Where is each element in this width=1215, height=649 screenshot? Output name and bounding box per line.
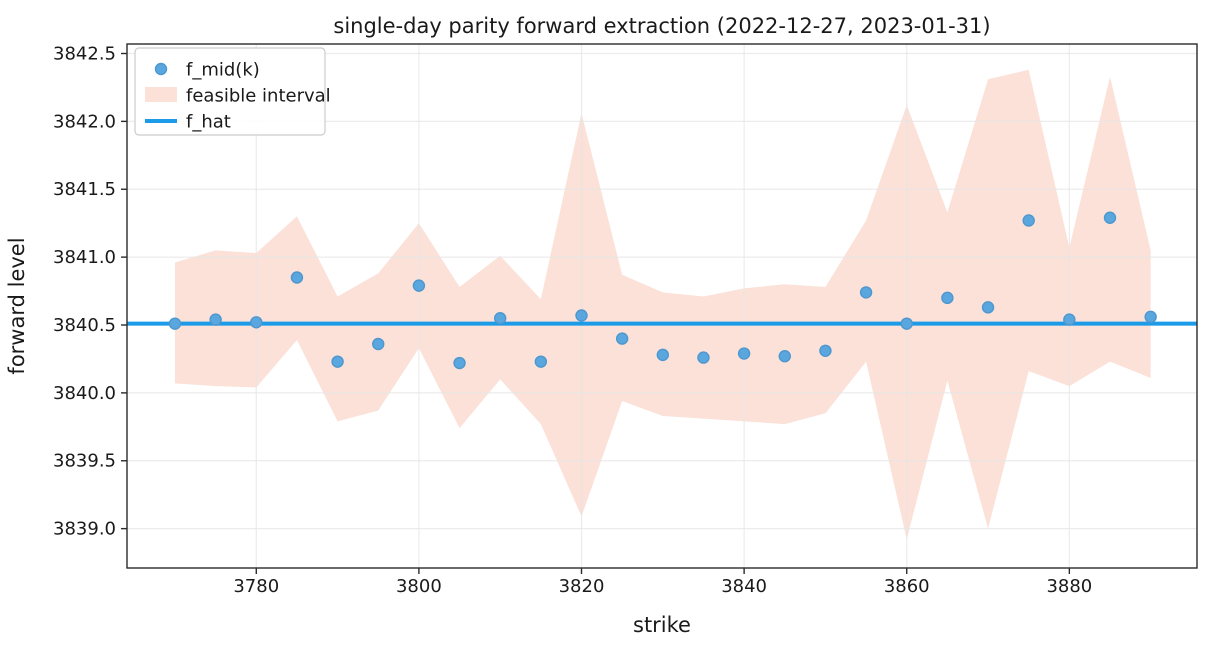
chart-title: single-day parity forward extraction (20… [333, 14, 990, 38]
scatter-point [493, 312, 507, 325]
scatter-point [168, 317, 182, 330]
x-tick-label: 3800 [396, 576, 442, 597]
scatter-point [900, 317, 913, 330]
legend: f_mid(k) feasible interval f_hat [134, 47, 331, 136]
y-tick-label: 3842.0 [53, 111, 116, 132]
scatter-point [1144, 310, 1157, 324]
legend-marker-fmid-icon [154, 62, 168, 76]
y-tick-label: 3841.5 [53, 179, 116, 200]
scatter-point [250, 316, 263, 329]
y-tick-label: 3840.0 [53, 383, 116, 404]
x-tick-label: 3840 [721, 576, 767, 597]
scatter-point [290, 271, 304, 284]
y-axis-label: forward level [5, 237, 29, 374]
y-tick-label: 3839.0 [53, 519, 116, 540]
legend-label-feasible: feasible interval [186, 86, 331, 107]
legend-label-fhat: f_hat [186, 112, 231, 133]
legend-patch-feasible-icon [145, 87, 177, 102]
y-tick-label: 3840.5 [53, 315, 116, 336]
scatter-point [615, 332, 629, 345]
scatter-point [941, 291, 954, 305]
x-tick-label: 3820 [559, 576, 605, 597]
x-axis-label: strike [633, 613, 691, 637]
scatter-points [168, 211, 1157, 370]
scatter-point [453, 356, 466, 370]
scatter-point [534, 355, 548, 368]
feasible-interval-band [174, 69, 1151, 540]
plot-border [126, 43, 1198, 569]
y-tick-label: 3842.5 [53, 43, 116, 64]
band-polygon [174, 69, 1151, 540]
scatter-point [778, 350, 791, 363]
scatter-point [575, 309, 588, 322]
legend-label-fmid: f_mid(k) [186, 60, 260, 81]
x-tick-label: 3880 [1046, 576, 1092, 597]
scatter-point [1022, 214, 1035, 227]
scatter-point [209, 313, 222, 326]
scatter-point [372, 337, 385, 351]
scatter-point [1063, 313, 1076, 326]
scatter-point [819, 344, 832, 357]
legend-box [134, 47, 326, 136]
scatter-point [697, 351, 710, 364]
scatter-point [737, 347, 751, 360]
scatter-point [656, 348, 670, 362]
x-tick-label: 3780 [233, 576, 279, 597]
x-tick-label: 3860 [884, 576, 930, 597]
y-tick-label: 3841.0 [53, 247, 116, 268]
axis-ticks: 3780 3800 3820 3840 3860 3880 3839.0 3839.5 3840… [53, 43, 1092, 597]
scatter-point [1103, 211, 1117, 224]
scatter-point [859, 286, 873, 299]
scatter-point [412, 279, 426, 292]
y-tick-label: 3839.5 [53, 451, 116, 472]
scatter-point [981, 301, 995, 314]
scatter-point [331, 355, 344, 368]
